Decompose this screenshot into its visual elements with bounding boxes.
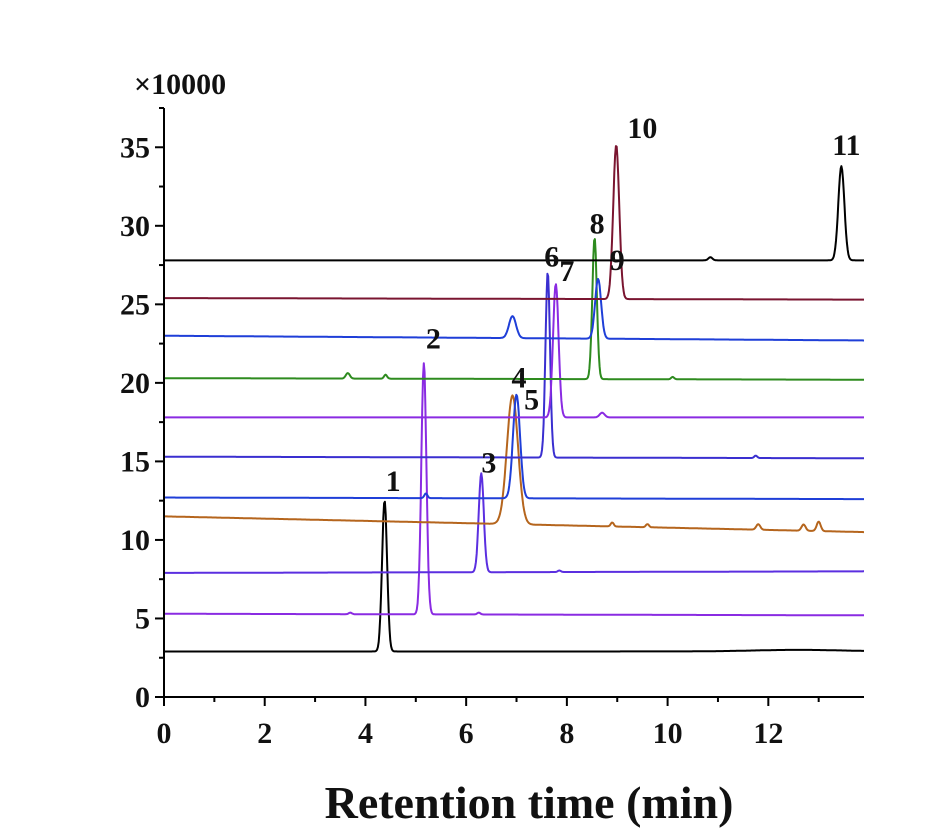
x-tick-label: 8	[559, 717, 574, 750]
peak-labels: 1 2 3 45 6 789 10 11	[386, 112, 861, 498]
peak-label-2: 2	[426, 322, 441, 355]
chromatogram-traces	[163, 145, 865, 653]
x-tick-label: 10	[653, 717, 683, 750]
peak-label-4: 4	[512, 362, 527, 395]
y-tick-label: 35	[120, 131, 150, 164]
y-tick-label: 15	[120, 445, 150, 478]
y-tick-label: 25	[120, 288, 150, 321]
x-tick-label: 6	[459, 717, 474, 750]
y-tick-label: 20	[120, 367, 150, 400]
series-line-2	[163, 362, 865, 617]
series-line-8	[163, 238, 865, 381]
series-line-1	[163, 500, 865, 653]
series-line-11	[163, 165, 865, 262]
peak-label-10: 10	[627, 112, 657, 145]
series-line-4	[163, 394, 865, 534]
x-axis-title: Retention time (min)	[325, 777, 734, 828]
y-tick-label: 10	[120, 524, 150, 557]
peak-label-7: 7	[559, 255, 574, 288]
peak-label-8: 8	[590, 208, 605, 241]
series-line-9	[163, 278, 865, 342]
series-line-5	[163, 393, 865, 501]
series-line-6	[163, 272, 865, 460]
y-tick-label: 5	[135, 602, 150, 635]
peak-label-9: 9	[610, 244, 625, 277]
y-multiplier-label: ×10000	[134, 68, 226, 101]
peak-label-3: 3	[481, 446, 496, 479]
peak-label-11: 11	[832, 129, 860, 162]
peak-label-5: 5	[524, 384, 539, 417]
y-tick-label: 30	[120, 210, 150, 243]
series-line-7	[163, 283, 865, 419]
series-line-3	[163, 472, 865, 574]
x-tick-label: 2	[257, 717, 272, 750]
x-tick-label: 12	[753, 717, 783, 750]
x-tick-label: 4	[358, 717, 373, 750]
x-tick-label: 0	[157, 717, 172, 750]
peak-label-6: 6	[544, 241, 559, 274]
series-line-10	[163, 145, 865, 301]
y-tick-label: 0	[135, 681, 150, 714]
peak-label-1: 1	[386, 465, 401, 498]
